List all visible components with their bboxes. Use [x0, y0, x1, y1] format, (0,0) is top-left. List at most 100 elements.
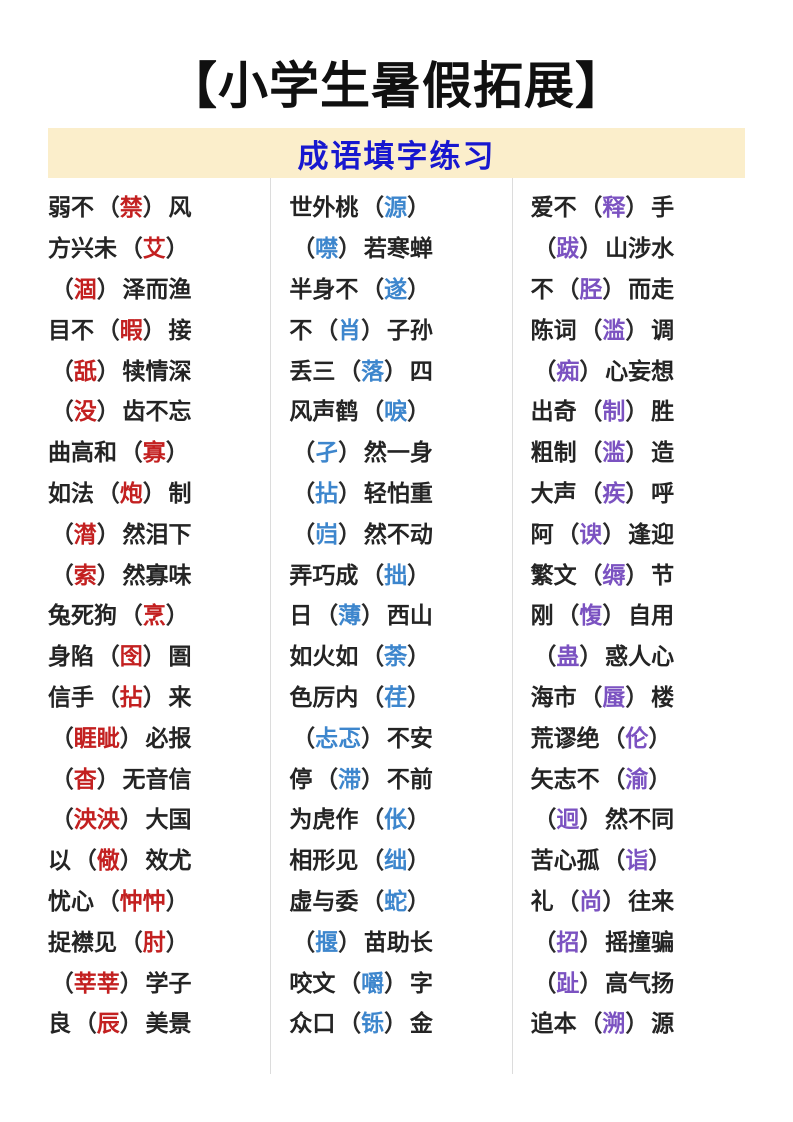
- paren-open: （: [556, 602, 580, 629]
- idiom-row: 风声鹤（唳）: [289, 389, 511, 430]
- idiom-row: 方兴未（艾）: [48, 226, 270, 267]
- idiom-post: 往来: [628, 887, 675, 914]
- idiom-row: 捉襟见（肘）: [48, 919, 270, 960]
- paren-open: （: [533, 806, 557, 833]
- paren-close: ）: [407, 398, 431, 425]
- paren-open: （: [119, 602, 143, 629]
- paren-open: （: [338, 1010, 362, 1037]
- idiom-answer: 诣: [625, 847, 649, 874]
- paren-open: （: [315, 765, 339, 792]
- idiom-post: 节: [651, 561, 675, 588]
- idiom-post: 不前: [386, 765, 433, 792]
- paren-open: （: [292, 928, 316, 955]
- paren-open: （: [50, 520, 74, 547]
- paren-close: ）: [625, 398, 649, 425]
- paren-close: ）: [407, 194, 431, 221]
- idiom-answer: 忐忑: [315, 724, 362, 751]
- idiom-row: 大声（疾）呼: [531, 471, 753, 512]
- paren-open: （: [96, 887, 120, 914]
- idiom-answer: 忡忡: [119, 887, 166, 914]
- paren-open: （: [361, 275, 385, 302]
- paren-open: （: [50, 561, 74, 588]
- idiom-row: 追本（溯）源: [531, 1001, 753, 1042]
- idiom-row: 苦心孤（诣）: [531, 838, 753, 879]
- idiom-answer: 肘: [142, 928, 166, 955]
- idiom-row: 相形见（绌）: [289, 838, 511, 879]
- idiom-post: 风: [168, 194, 192, 221]
- idiom-pre: 陈词: [530, 316, 577, 343]
- paren-close: ）: [384, 1010, 408, 1037]
- paren-close: ）: [625, 439, 649, 466]
- paren-open: （: [361, 643, 385, 670]
- idiom-post: 不安: [386, 724, 433, 751]
- paren-open: （: [96, 479, 120, 506]
- idiom-row: （舐）犊情深: [48, 348, 270, 389]
- paren-close: ）: [142, 194, 166, 221]
- paren-open: （: [533, 357, 557, 384]
- idiom-row: （潸）然泪下: [48, 511, 270, 552]
- idiom-answer: 没: [73, 398, 97, 425]
- paren-open: （: [50, 969, 74, 996]
- idiom-post: 胜: [651, 398, 675, 425]
- paren-open: （: [315, 602, 339, 629]
- paren-open: （: [602, 765, 626, 792]
- idiom-answer: 暇: [119, 316, 143, 343]
- idiom-pre: 礼: [530, 887, 554, 914]
- idiom-answer: 孑: [315, 439, 339, 466]
- paren-open: （: [50, 806, 74, 833]
- paren-open: （: [361, 887, 385, 914]
- paren-close: ）: [142, 316, 166, 343]
- idiom-answer: 烹: [142, 602, 166, 629]
- idiom-answer: 莘莘: [73, 969, 120, 996]
- idiom-pre: 良: [48, 1010, 71, 1037]
- idiom-post: 大国: [145, 806, 192, 833]
- idiom-row: （岿）然不动: [289, 511, 511, 552]
- paren-open: （: [96, 194, 120, 221]
- idiom-post: 调: [651, 316, 675, 343]
- paren-close: ）: [361, 602, 385, 629]
- idiom-pre: 繁文: [530, 561, 577, 588]
- paren-close: ）: [165, 235, 189, 262]
- idiom-row: （痴）心妄想: [531, 348, 753, 389]
- paren-close: ）: [361, 765, 385, 792]
- idiom-answer: 泱泱: [73, 806, 120, 833]
- idiom-answer: 缛: [602, 561, 626, 588]
- idiom-row: （揠）苗助长: [289, 919, 511, 960]
- idiom-answer: 落: [361, 357, 385, 384]
- idiom-post: 源: [651, 1010, 675, 1037]
- paren-open: （: [292, 235, 316, 262]
- idiom-post: 字: [409, 969, 433, 996]
- idiom-answer: 索: [73, 561, 97, 588]
- idiom-pre: 信手: [48, 683, 94, 710]
- idiom-answer: 趾: [556, 969, 580, 996]
- idiom-row: 荒谬绝（伦）: [531, 715, 753, 756]
- idiom-answer: 睚眦: [73, 724, 120, 751]
- idiom-answer: 潸: [73, 520, 97, 547]
- idiom-post: 呼: [651, 479, 675, 506]
- idiom-post: 摇撞骗: [605, 928, 675, 955]
- paren-open: （: [533, 969, 557, 996]
- paren-open: （: [579, 398, 603, 425]
- idiom-row: 不（肖）子孙: [289, 307, 511, 348]
- paren-close: ）: [384, 357, 408, 384]
- idiom-post: 心妄想: [605, 357, 675, 384]
- subtitle-band: 成语填字练习: [48, 128, 745, 178]
- idiom-pre: 粗制: [530, 439, 577, 466]
- idiom-post: 山涉水: [605, 235, 675, 262]
- idiom-row: 海市（蜃）楼: [531, 675, 753, 716]
- idiom-pre: 以: [48, 847, 71, 874]
- idiom-post: 接: [168, 316, 192, 343]
- paren-close: ）: [407, 643, 431, 670]
- idiom-answer: 伥: [384, 806, 408, 833]
- idiom-pre: 追本: [530, 1010, 577, 1037]
- idiom-pre: 爱不: [530, 194, 577, 221]
- paren-close: ）: [96, 765, 120, 792]
- idiom-post: 然一身: [363, 439, 433, 466]
- idiom-row: 繁文（缛）节: [531, 552, 753, 593]
- idiom-answer: 肖: [338, 316, 362, 343]
- idiom-pre: 荒谬绝: [530, 724, 600, 751]
- idiom-post: 金: [409, 1010, 433, 1037]
- paren-open: （: [556, 887, 580, 914]
- idiom-post: 来: [168, 683, 192, 710]
- idiom-row: （莘莘）学子: [48, 960, 270, 1001]
